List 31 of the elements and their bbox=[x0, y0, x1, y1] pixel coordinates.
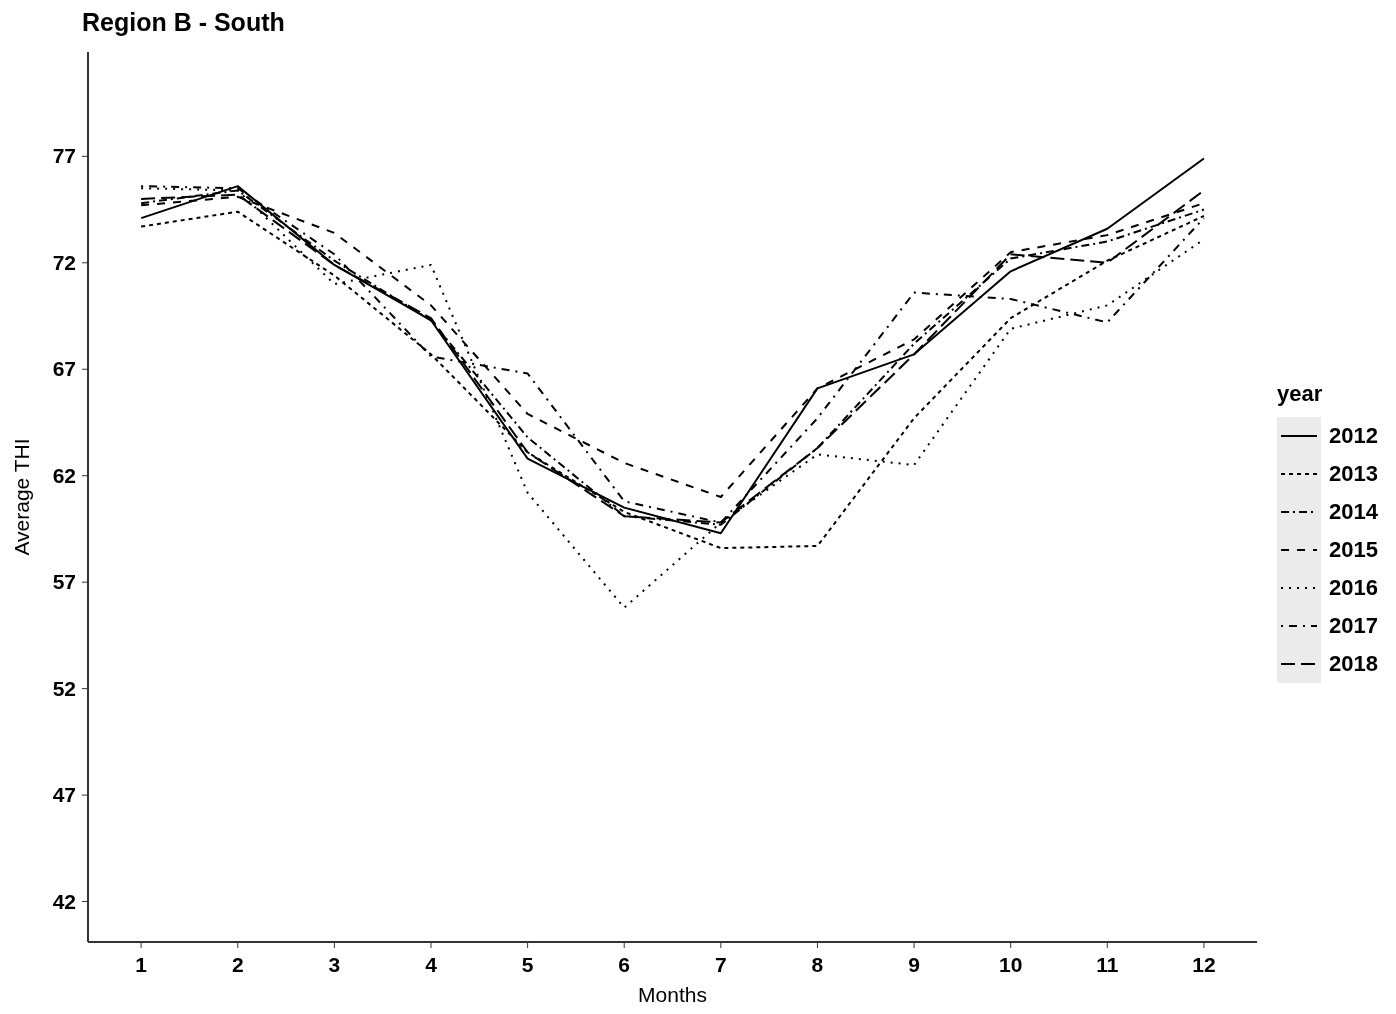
x-tick-label: 8 bbox=[811, 953, 824, 976]
x-tick-label: 7 bbox=[714, 953, 727, 976]
x-tick-label: 1 bbox=[135, 953, 148, 976]
x-tick-label: 11 bbox=[1096, 953, 1119, 976]
legend-title: year bbox=[1277, 381, 1324, 407]
x-tick-label: 3 bbox=[328, 953, 341, 976]
x-tick-label: 12 bbox=[1192, 953, 1216, 976]
x-tick-label: 10 bbox=[999, 953, 1023, 976]
legend-label: 2017 bbox=[1329, 613, 1378, 639]
x-tick-label: 2 bbox=[231, 953, 244, 976]
legend-label: 2012 bbox=[1329, 423, 1378, 449]
x-tick-label: 5 bbox=[521, 953, 534, 976]
legend-label: 2013 bbox=[1329, 461, 1378, 487]
legend-label: 2015 bbox=[1329, 537, 1378, 563]
legend-label: 2018 bbox=[1329, 651, 1378, 677]
legend-label: 2016 bbox=[1329, 575, 1378, 601]
y-tick-label: 57 bbox=[52, 570, 76, 594]
x-tick-label: 4 bbox=[425, 953, 438, 976]
y-tick-label: 72 bbox=[52, 250, 76, 274]
chart-title: Region B - South bbox=[82, 8, 286, 38]
y-tick-label: 77 bbox=[52, 144, 76, 168]
x-tick-label: 6 bbox=[618, 953, 631, 976]
x-tick-label: 9 bbox=[908, 953, 920, 976]
x-axis-title: Months bbox=[638, 983, 707, 1006]
legend-label: 2014 bbox=[1329, 499, 1378, 525]
y-tick-label: 62 bbox=[52, 463, 76, 487]
y-axis-title: Average THI bbox=[10, 438, 34, 556]
y-tick-label: 47 bbox=[52, 783, 76, 807]
y-tick-label: 67 bbox=[52, 357, 76, 381]
y-tick-label: 42 bbox=[52, 889, 76, 913]
y-tick-label: 52 bbox=[52, 676, 76, 700]
